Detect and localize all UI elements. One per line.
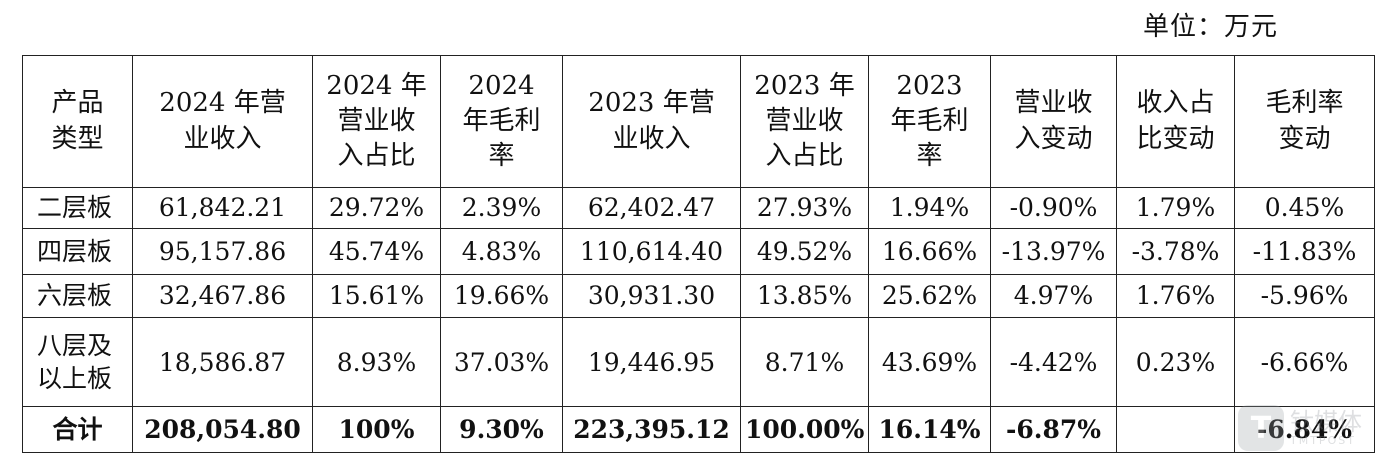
total-row: 合计 208,054.80 100% 9.30% 223,395.12 100.… <box>22 406 1375 453</box>
table-cell: 110,614.40 <box>562 228 741 275</box>
table-cell: 61,842.21 <box>132 186 313 230</box>
table-cell: 2.39% <box>440 186 563 230</box>
table-cell: -6.66% <box>1234 317 1375 408</box>
table-cell: 223,395.12 <box>562 406 741 453</box>
header-cell: 2023 年毛利率 <box>868 55 991 188</box>
header-cell: 毛利率 变动 <box>1234 55 1375 188</box>
table-cell: 27.93% <box>740 186 869 230</box>
table-cell: 19,446.95 <box>562 317 741 408</box>
header-cell: 2024 年营 业收入 <box>132 55 313 188</box>
table-cell: 25.62% <box>868 273 991 319</box>
watermark-text: 钛媒体 TMTPOST <box>1290 410 1362 447</box>
table-cell: 1.79% <box>1116 186 1235 230</box>
product-type-cell: 二层板 <box>22 186 133 230</box>
table-cell: 8.93% <box>312 317 441 408</box>
table-cell: 16.66% <box>868 228 991 275</box>
table-cell: 45.74% <box>312 228 441 275</box>
table-cell: 49.52% <box>740 228 869 275</box>
table-cell: -11.83% <box>1234 228 1375 275</box>
table-cell: 95,157.86 <box>132 228 313 275</box>
table-cell: 13.85% <box>740 273 869 319</box>
product-type-cell: 八层及 以上板 <box>22 317 133 408</box>
product-type-cell: 四层板 <box>22 228 133 275</box>
header-cell: 营业收 入变动 <box>990 55 1117 188</box>
table-cell: 1.76% <box>1116 273 1235 319</box>
table-row: 八层及 以上板 18,586.87 8.93% 37.03% 19,446.95 … <box>22 317 1375 408</box>
table-row: 六层板 32,467.86 15.61% 19.66% 30,931.30 13… <box>22 273 1375 319</box>
table-cell: 100.00% <box>740 406 869 453</box>
unit-label: 单位：万元 <box>1142 12 1278 42</box>
table-cell: -6.84% <box>1234 406 1375 453</box>
table-cell: -13.97% <box>990 228 1117 275</box>
header-cell: 2023 年营 业收入 <box>562 55 741 188</box>
table-row: 二层板 61,842.21 29.72% 2.39% 62,402.47 27.… <box>22 186 1375 230</box>
table-cell: 100% <box>312 406 441 453</box>
table-cell: 208,054.80 <box>132 406 313 453</box>
watermark-cn: 钛媒体 <box>1290 407 1362 436</box>
watermark: T 钛媒体 TMTPOST <box>1238 405 1362 451</box>
table-cell: 30,931.30 <box>562 273 741 319</box>
table-cell: 9.30% <box>440 406 563 453</box>
header-cell: 2024 年营业收 入占比 <box>312 55 441 188</box>
table-cell <box>1116 406 1235 453</box>
table-cell: 18,586.87 <box>132 317 313 408</box>
table-cell: 4.83% <box>440 228 563 275</box>
table-cell: 16.14% <box>868 406 991 453</box>
table-cell: 62,402.47 <box>562 186 741 230</box>
header-row: 产品 类型 2024 年营 业收入 2024 年营业收 入占比 2024 年毛利率 20… <box>22 55 1375 188</box>
table-cell: -6.87% <box>990 406 1117 453</box>
table-cell: -4.42% <box>990 317 1117 408</box>
table-cell: 19.66% <box>440 273 563 319</box>
table-cell: -5.96% <box>1234 273 1375 319</box>
table-cell: 0.23% <box>1116 317 1235 408</box>
product-type-cell: 六层板 <box>22 273 133 319</box>
table-row: 四层板 95,157.86 45.74% 4.83% 110,614.40 49… <box>22 228 1375 275</box>
table-cell: 32,467.86 <box>132 273 313 319</box>
header-cell: 2024 年毛利率 <box>440 55 563 188</box>
table-cell: 37.03% <box>440 317 563 408</box>
tmtpost-logo-icon: T <box>1238 405 1284 451</box>
table-cell: 15.61% <box>312 273 441 319</box>
revenue-table: 产品 类型 2024 年营 业收入 2024 年营业收 入占比 2024 年毛利率 20… <box>22 55 1375 453</box>
table-cell: 4.97% <box>990 273 1117 319</box>
table-cell: -0.90% <box>990 186 1117 230</box>
table-cell: 0.45% <box>1234 186 1375 230</box>
table-cell: 29.72% <box>312 186 441 230</box>
table-cell: 43.69% <box>868 317 991 408</box>
header-cell: 2023 年营业收 入占比 <box>740 55 869 188</box>
header-cell: 收入占 比变动 <box>1116 55 1235 188</box>
watermark-en: TMTPOST <box>1290 433 1356 447</box>
table-cell: 8.71% <box>740 317 869 408</box>
total-label-cell: 合计 <box>22 406 133 453</box>
header-cell: 产品 类型 <box>22 55 133 188</box>
table-cell: 1.94% <box>868 186 991 230</box>
table-cell: -3.78% <box>1116 228 1235 275</box>
